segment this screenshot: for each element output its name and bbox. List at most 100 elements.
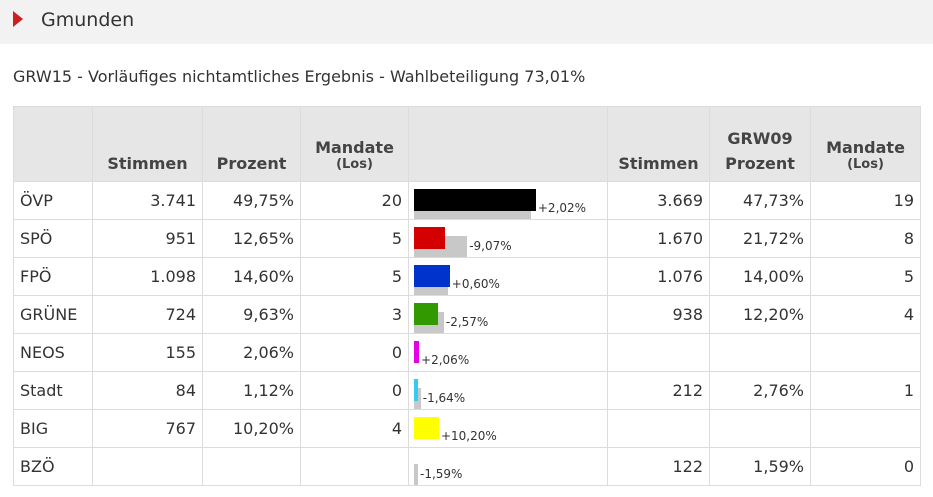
stimmen-09-value: 122 <box>607 447 710 486</box>
mandate-value <box>300 447 409 486</box>
difference-label: -9,07% <box>469 239 512 253</box>
stimmen-value: 3.741 <box>92 181 203 220</box>
prozent-value: 49,75% <box>202 181 301 220</box>
mandate-value: 0 <box>300 371 409 410</box>
mandate-09-value <box>810 409 921 448</box>
table-header-row: Stimmen Prozent Mandate (Los) Stimmen GR… <box>13 106 921 182</box>
header-stimmen-09: Stimmen <box>607 106 710 182</box>
header-prozent-09: GRW09 Prozent <box>709 106 811 182</box>
stimmen-value <box>92 447 203 486</box>
bar-chart-cell: +10,20% <box>408 409 608 448</box>
header-mandate: Mandate (Los) <box>300 106 409 182</box>
mandate-value: 20 <box>300 181 409 220</box>
prozent-value <box>202 447 301 486</box>
header-stimmen: Stimmen <box>92 106 203 182</box>
previous-result-bar <box>414 464 418 485</box>
stimmen-value: 724 <box>92 295 203 334</box>
region-header: Gmunden <box>0 0 933 44</box>
party-name: SPÖ <box>13 219 93 258</box>
mandate-09-value: 1 <box>810 371 921 410</box>
party-name: FPÖ <box>13 257 93 296</box>
prozent-value: 10,20% <box>202 409 301 448</box>
stimmen-value: 155 <box>92 333 203 372</box>
mandate-09-value: 8 <box>810 219 921 258</box>
current-result-bar <box>414 227 445 249</box>
difference-label: +0,60% <box>451 277 500 291</box>
results-table: Stimmen Prozent Mandate (Los) Stimmen GR… <box>13 106 921 486</box>
prozent-09-value <box>709 333 811 372</box>
stimmen-09-value: 212 <box>607 371 710 410</box>
party-name: Stadt <box>13 371 93 410</box>
prozent-09-value: 21,72% <box>709 219 811 258</box>
difference-label: -1,59% <box>420 467 463 481</box>
difference-label: +10,20% <box>440 429 497 443</box>
current-result-bar <box>414 189 536 211</box>
mandate-09-value: 19 <box>810 181 921 220</box>
mandate-value: 3 <box>300 295 409 334</box>
mandate-value: 0 <box>300 333 409 372</box>
current-result-bar <box>414 417 439 439</box>
party-name: BIG <box>13 409 93 448</box>
mandate-09-value: 4 <box>810 295 921 334</box>
prozent-09-value: 12,20% <box>709 295 811 334</box>
stimmen-09-value <box>607 409 710 448</box>
party-name: NEOS <box>13 333 93 372</box>
table-row: GRÜNE 724 9,63% 3 -2,57% 938 12,20% 4 <box>13 295 921 334</box>
triangle-right-icon <box>13 11 23 27</box>
stimmen-value: 951 <box>92 219 203 258</box>
bar-chart-cell: -1,64% <box>408 371 608 410</box>
header-mandate-09: Mandate (Los) <box>810 106 921 182</box>
prozent-value: 2,06% <box>202 333 301 372</box>
result-subtitle: GRW15 - Vorläufiges nichtamtliches Ergeb… <box>13 67 586 86</box>
table-row: NEOS 155 2,06% 0 +2,06% <box>13 333 921 372</box>
mandate-09-value: 5 <box>810 257 921 296</box>
table-row: FPÖ 1.098 14,60% 5 +0,60% 1.076 14,00% 5 <box>13 257 921 296</box>
prozent-09-value: 14,00% <box>709 257 811 296</box>
prozent-09-value: 1,59% <box>709 447 811 486</box>
header-prozent: Prozent <box>202 106 301 182</box>
prozent-09-value: 47,73% <box>709 181 811 220</box>
stimmen-value: 767 <box>92 409 203 448</box>
prozent-value: 12,65% <box>202 219 301 258</box>
table-row: ÖVP 3.741 49,75% 20 +2,02% 3.669 47,73% 19 <box>13 181 921 220</box>
stimmen-value: 1.098 <box>92 257 203 296</box>
party-name: GRÜNE <box>13 295 93 334</box>
current-result-bar <box>414 341 420 363</box>
mandate-09-value <box>810 333 921 372</box>
header-grw09: GRW09 <box>727 129 793 148</box>
table-row: BIG 767 10,20% 4 +10,20% <box>13 409 921 448</box>
bar-chart-cell: +2,06% <box>408 333 608 372</box>
stimmen-value: 84 <box>92 371 203 410</box>
bar-chart-cell: -9,07% <box>408 219 608 258</box>
table-row: SPÖ 951 12,65% 5 -9,07% 1.670 21,72% 8 <box>13 219 921 258</box>
current-result-bar <box>414 379 418 401</box>
prozent-09-value: 2,76% <box>709 371 811 410</box>
difference-label: +2,06% <box>421 353 470 367</box>
header-los-09: (Los) <box>847 157 884 172</box>
bar-chart-cell: +0,60% <box>408 257 608 296</box>
stimmen-09-value: 1.076 <box>607 257 710 296</box>
party-name: ÖVP <box>13 181 93 220</box>
region-title: Gmunden <box>41 9 135 31</box>
header-los: (Los) <box>336 157 373 172</box>
current-result-bar <box>414 265 450 287</box>
header-party <box>13 106 93 182</box>
party-name: BZÖ <box>13 447 93 486</box>
stimmen-09-value <box>607 333 710 372</box>
prozent-value: 14,60% <box>202 257 301 296</box>
bar-chart-cell: -2,57% <box>408 295 608 334</box>
prozent-value: 1,12% <box>202 371 301 410</box>
table-row: BZÖ -1,59% 122 1,59% 0 <box>13 447 921 486</box>
prozent-value: 9,63% <box>202 295 301 334</box>
stimmen-09-value: 3.669 <box>607 181 710 220</box>
stimmen-09-value: 1.670 <box>607 219 710 258</box>
prozent-09-value <box>709 409 811 448</box>
stimmen-09-value: 938 <box>607 295 710 334</box>
mandate-value: 5 <box>300 257 409 296</box>
mandate-09-value: 0 <box>810 447 921 486</box>
mandate-value: 4 <box>300 409 409 448</box>
bar-chart-cell: +2,02% <box>408 181 608 220</box>
bar-chart-cell: -1,59% <box>408 447 608 486</box>
difference-label: -1,64% <box>422 391 466 405</box>
mandate-value: 5 <box>300 219 409 258</box>
